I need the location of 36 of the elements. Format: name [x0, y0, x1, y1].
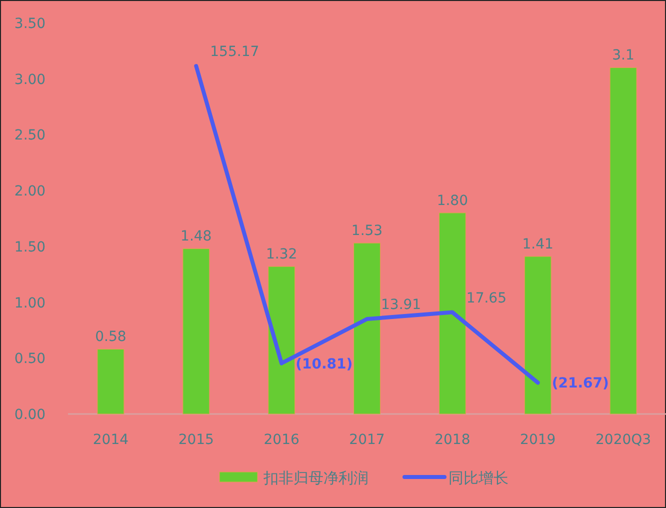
y-tick-label: 0.00	[14, 407, 46, 423]
bar	[353, 242, 381, 414]
x-tick-label: 2017	[349, 432, 385, 448]
data-label: 1.80	[436, 192, 468, 209]
x-tick-label: 2020Q3	[596, 432, 652, 448]
data-label: 17.65	[466, 290, 507, 306]
data-label: 0.58	[95, 329, 126, 346]
y-tick-label: 3.50	[14, 16, 46, 32]
data-label: 3.1	[612, 48, 634, 64]
x-tick-label: 2019	[520, 432, 556, 448]
legend-label: 同比增长	[448, 469, 508, 487]
x-tick-label: 2018	[434, 432, 470, 448]
y-tick-label: 2.50	[14, 128, 46, 144]
bar	[268, 266, 296, 414]
y-tick-label: 0.50	[14, 351, 46, 368]
y-tick-label: 2.00	[14, 184, 46, 200]
data-label: 13.91	[381, 297, 422, 313]
data-label: 1.41	[522, 236, 554, 252]
data-label: (10.81)	[296, 356, 353, 372]
data-label: 1.48	[180, 228, 212, 245]
bar	[524, 256, 552, 414]
bar	[182, 248, 210, 414]
x-tick-label: 2016	[264, 432, 300, 448]
data-label: 155.17	[210, 44, 260, 60]
y-tick-label: 1.50	[14, 239, 46, 256]
x-tick-label: 2014	[92, 432, 129, 448]
x-tick-label: 2015	[178, 432, 214, 448]
y-tick-label: 3.00	[14, 72, 46, 88]
data-label: 1.53	[351, 223, 383, 240]
y-tick-label: 1.00	[14, 295, 46, 312]
data-label: (21.67)	[552, 376, 609, 392]
bar	[610, 67, 637, 414]
data-label: 1.32	[266, 246, 298, 263]
bar	[438, 212, 466, 414]
bar	[97, 348, 124, 414]
legend-label: 扣非归母净利润	[262, 469, 368, 487]
